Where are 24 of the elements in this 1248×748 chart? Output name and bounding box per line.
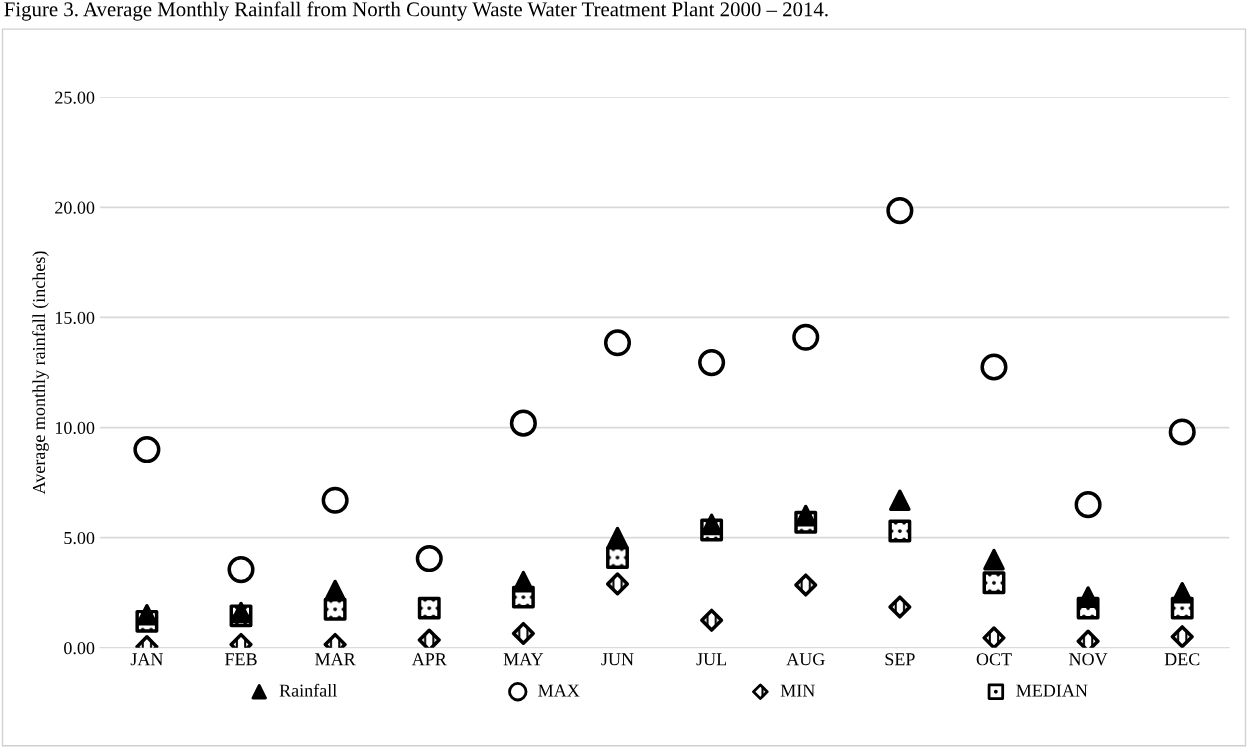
x-tick-label: NOV <box>1069 653 1108 666</box>
x-tick-label: JUN <box>601 653 634 666</box>
y-tick-label: 15.00 <box>55 311 95 324</box>
x-tick-label: APR <box>411 653 447 666</box>
y-tick-label: 20.00 <box>55 201 95 214</box>
y-tick-label: 5.00 <box>64 531 95 545</box>
x-tick-label: DEC <box>1164 653 1200 666</box>
x-tick-label: SEP <box>885 653 915 666</box>
x-tick-label: OCT <box>976 653 1012 666</box>
x-tick-label: FEB <box>224 653 257 666</box>
legend-label: MEDIAN <box>1016 684 1088 697</box>
x-tick-label: MAR <box>315 653 356 666</box>
x-tick-label: MAY <box>503 653 544 666</box>
legend-label: Rainfall <box>279 683 337 697</box>
x-tick-label: JAN <box>130 653 164 666</box>
legend-label: MIN <box>780 684 815 697</box>
y-tick-label: 25.00 <box>55 91 95 104</box>
chart-title: Figure 3. Average Monthly Rainfall from North County Waste Water Treatment Plant 2000 – 2014. <box>4 1 828 21</box>
y-axis-title: Average monthly rainfall (inches) <box>32 251 49 495</box>
y-tick-label: 10.00 <box>55 421 95 435</box>
y-tick-label: 0.00 <box>64 642 95 655</box>
x-tick-label: JUL <box>696 653 727 666</box>
legend-label: MAX <box>538 684 580 697</box>
x-tick-label: AUG <box>786 653 825 666</box>
